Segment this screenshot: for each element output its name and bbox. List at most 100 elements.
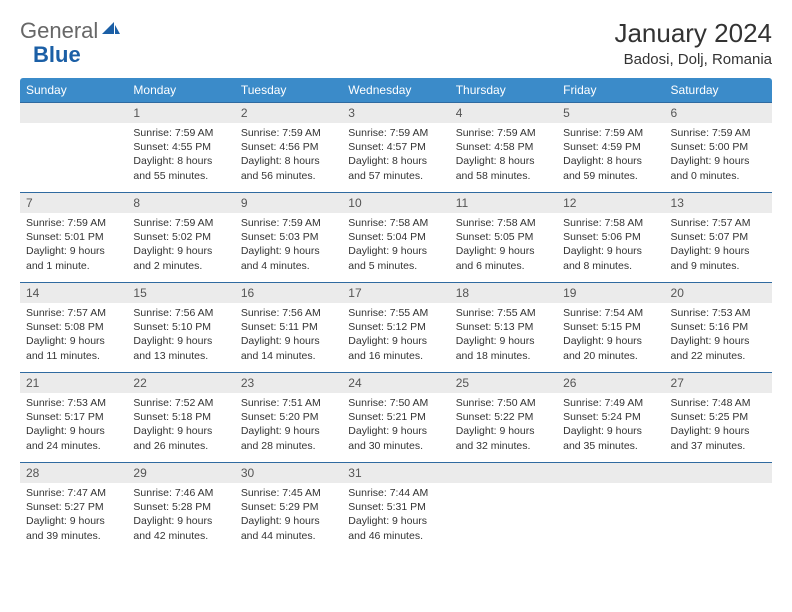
logo-text-blue: Blue	[33, 42, 81, 67]
day-number: 6	[665, 103, 772, 123]
day-body	[665, 483, 772, 492]
day-number: 30	[235, 463, 342, 483]
day-body: Sunrise: 7:53 AMSunset: 5:17 PMDaylight:…	[20, 393, 127, 459]
day-body: Sunrise: 7:59 AMSunset: 5:02 PMDaylight:…	[127, 213, 234, 279]
day-body: Sunrise: 7:50 AMSunset: 5:21 PMDaylight:…	[342, 393, 449, 459]
day-number: 26	[557, 373, 664, 393]
day-number	[557, 463, 664, 483]
day-number: 28	[20, 463, 127, 483]
header: General January 2024 Badosi, Dolj, Roman…	[20, 18, 772, 68]
day-body: Sunrise: 7:52 AMSunset: 5:18 PMDaylight:…	[127, 393, 234, 459]
day-number: 17	[342, 283, 449, 303]
day-number: 12	[557, 193, 664, 213]
calendar-day-cell: 31Sunrise: 7:44 AMSunset: 5:31 PMDayligh…	[342, 463, 449, 553]
calendar-day-cell: 30Sunrise: 7:45 AMSunset: 5:29 PMDayligh…	[235, 463, 342, 553]
day-number: 31	[342, 463, 449, 483]
calendar-week-row: 1Sunrise: 7:59 AMSunset: 4:55 PMDaylight…	[20, 103, 772, 193]
day-number: 18	[450, 283, 557, 303]
day-number: 3	[342, 103, 449, 123]
day-body: Sunrise: 7:58 AMSunset: 5:06 PMDaylight:…	[557, 213, 664, 279]
calendar-day-cell: 29Sunrise: 7:46 AMSunset: 5:28 PMDayligh…	[127, 463, 234, 553]
day-number: 13	[665, 193, 772, 213]
calendar-day-cell: 22Sunrise: 7:52 AMSunset: 5:18 PMDayligh…	[127, 373, 234, 463]
calendar-day-cell	[20, 103, 127, 193]
day-body	[450, 483, 557, 492]
day-body: Sunrise: 7:59 AMSunset: 4:57 PMDaylight:…	[342, 123, 449, 189]
day-number: 16	[235, 283, 342, 303]
day-number: 23	[235, 373, 342, 393]
day-body: Sunrise: 7:59 AMSunset: 5:03 PMDaylight:…	[235, 213, 342, 279]
day-number: 24	[342, 373, 449, 393]
day-number: 21	[20, 373, 127, 393]
calendar-day-cell: 10Sunrise: 7:58 AMSunset: 5:04 PMDayligh…	[342, 193, 449, 283]
day-body: Sunrise: 7:46 AMSunset: 5:28 PMDaylight:…	[127, 483, 234, 549]
calendar-day-cell: 9Sunrise: 7:59 AMSunset: 5:03 PMDaylight…	[235, 193, 342, 283]
calendar-day-cell: 12Sunrise: 7:58 AMSunset: 5:06 PMDayligh…	[557, 193, 664, 283]
calendar-day-cell: 6Sunrise: 7:59 AMSunset: 5:00 PMDaylight…	[665, 103, 772, 193]
calendar-day-cell: 14Sunrise: 7:57 AMSunset: 5:08 PMDayligh…	[20, 283, 127, 373]
logo-sail-icon	[100, 20, 122, 43]
month-title: January 2024	[614, 18, 772, 49]
day-body: Sunrise: 7:56 AMSunset: 5:10 PMDaylight:…	[127, 303, 234, 369]
day-number: 22	[127, 373, 234, 393]
calendar-day-cell: 26Sunrise: 7:49 AMSunset: 5:24 PMDayligh…	[557, 373, 664, 463]
calendar-day-cell: 28Sunrise: 7:47 AMSunset: 5:27 PMDayligh…	[20, 463, 127, 553]
calendar-day-cell: 8Sunrise: 7:59 AMSunset: 5:02 PMDaylight…	[127, 193, 234, 283]
day-body: Sunrise: 7:44 AMSunset: 5:31 PMDaylight:…	[342, 483, 449, 549]
day-body: Sunrise: 7:55 AMSunset: 5:12 PMDaylight:…	[342, 303, 449, 369]
day-body: Sunrise: 7:58 AMSunset: 5:04 PMDaylight:…	[342, 213, 449, 279]
day-body: Sunrise: 7:49 AMSunset: 5:24 PMDaylight:…	[557, 393, 664, 459]
calendar-body: 1Sunrise: 7:59 AMSunset: 4:55 PMDaylight…	[20, 103, 772, 553]
calendar-day-cell: 15Sunrise: 7:56 AMSunset: 5:10 PMDayligh…	[127, 283, 234, 373]
day-number: 29	[127, 463, 234, 483]
day-body: Sunrise: 7:57 AMSunset: 5:08 PMDaylight:…	[20, 303, 127, 369]
calendar-day-cell: 2Sunrise: 7:59 AMSunset: 4:56 PMDaylight…	[235, 103, 342, 193]
day-number: 10	[342, 193, 449, 213]
day-body: Sunrise: 7:59 AMSunset: 4:55 PMDaylight:…	[127, 123, 234, 189]
day-body: Sunrise: 7:59 AMSunset: 5:01 PMDaylight:…	[20, 213, 127, 279]
day-number: 7	[20, 193, 127, 213]
weekday-header: Monday	[127, 78, 234, 103]
calendar-table: SundayMondayTuesdayWednesdayThursdayFrid…	[20, 78, 772, 553]
location: Badosi, Dolj, Romania	[614, 51, 772, 68]
calendar-day-cell: 13Sunrise: 7:57 AMSunset: 5:07 PMDayligh…	[665, 193, 772, 283]
calendar-day-cell: 25Sunrise: 7:50 AMSunset: 5:22 PMDayligh…	[450, 373, 557, 463]
day-body: Sunrise: 7:59 AMSunset: 4:59 PMDaylight:…	[557, 123, 664, 189]
day-number: 8	[127, 193, 234, 213]
weekday-header: Tuesday	[235, 78, 342, 103]
day-number: 4	[450, 103, 557, 123]
day-number: 1	[127, 103, 234, 123]
calendar-day-cell: 4Sunrise: 7:59 AMSunset: 4:58 PMDaylight…	[450, 103, 557, 193]
day-body: Sunrise: 7:48 AMSunset: 5:25 PMDaylight:…	[665, 393, 772, 459]
calendar-day-cell: 20Sunrise: 7:53 AMSunset: 5:16 PMDayligh…	[665, 283, 772, 373]
day-number: 2	[235, 103, 342, 123]
weekday-header: Saturday	[665, 78, 772, 103]
calendar-day-cell: 17Sunrise: 7:55 AMSunset: 5:12 PMDayligh…	[342, 283, 449, 373]
day-body: Sunrise: 7:59 AMSunset: 4:56 PMDaylight:…	[235, 123, 342, 189]
day-number: 5	[557, 103, 664, 123]
weekday-header: Friday	[557, 78, 664, 103]
calendar-day-cell	[557, 463, 664, 553]
calendar-day-cell: 1Sunrise: 7:59 AMSunset: 4:55 PMDaylight…	[127, 103, 234, 193]
calendar-day-cell: 21Sunrise: 7:53 AMSunset: 5:17 PMDayligh…	[20, 373, 127, 463]
calendar-day-cell: 16Sunrise: 7:56 AMSunset: 5:11 PMDayligh…	[235, 283, 342, 373]
weekday-header: Thursday	[450, 78, 557, 103]
day-number: 27	[665, 373, 772, 393]
day-number: 14	[20, 283, 127, 303]
day-body	[20, 123, 127, 132]
day-number	[665, 463, 772, 483]
day-body: Sunrise: 7:56 AMSunset: 5:11 PMDaylight:…	[235, 303, 342, 369]
logo: General	[20, 18, 124, 44]
calendar-day-cell: 24Sunrise: 7:50 AMSunset: 5:21 PMDayligh…	[342, 373, 449, 463]
logo-text-general: General	[20, 18, 98, 44]
weekday-header: Wednesday	[342, 78, 449, 103]
day-body: Sunrise: 7:55 AMSunset: 5:13 PMDaylight:…	[450, 303, 557, 369]
day-number	[20, 103, 127, 123]
calendar-day-cell: 3Sunrise: 7:59 AMSunset: 4:57 PMDaylight…	[342, 103, 449, 193]
logo-text-blue-row: Blue	[33, 42, 81, 68]
calendar-day-cell: 27Sunrise: 7:48 AMSunset: 5:25 PMDayligh…	[665, 373, 772, 463]
title-block: January 2024 Badosi, Dolj, Romania	[614, 18, 772, 68]
calendar-day-cell: 11Sunrise: 7:58 AMSunset: 5:05 PMDayligh…	[450, 193, 557, 283]
day-number: 15	[127, 283, 234, 303]
day-number: 11	[450, 193, 557, 213]
